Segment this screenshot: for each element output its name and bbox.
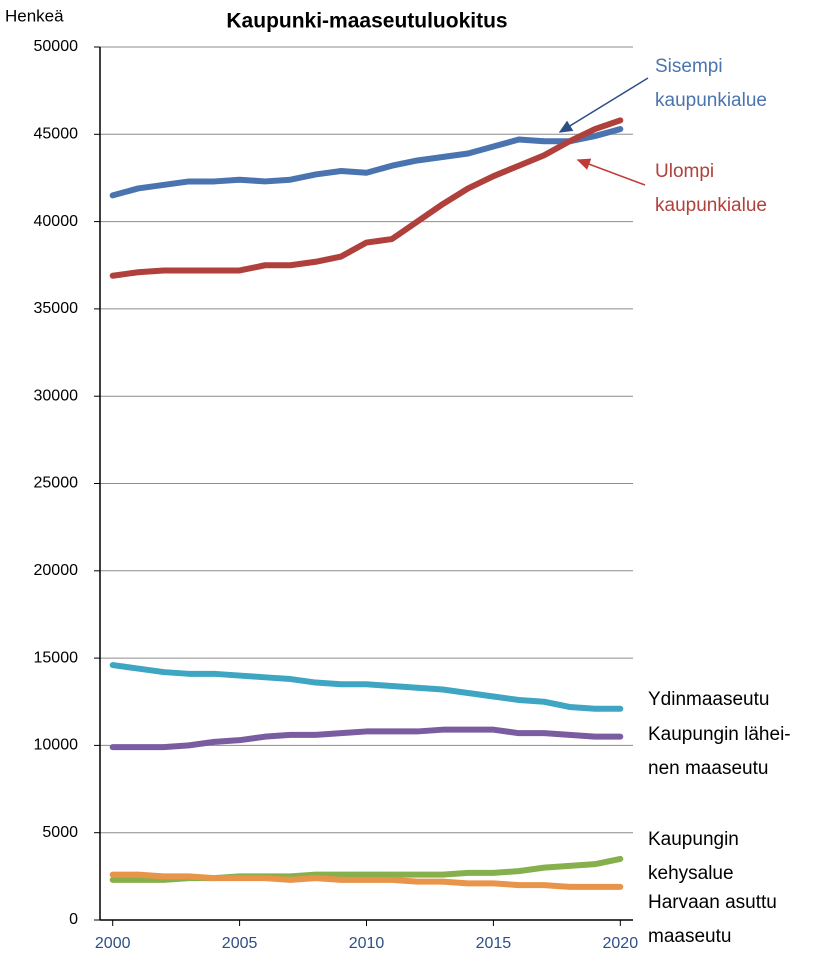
annotation-arrow <box>576 158 646 186</box>
y-tick-label: 50000 <box>34 38 79 55</box>
x-tick-label: 2010 <box>349 935 385 952</box>
series-label: Ulompi kaupunkialue <box>655 161 767 216</box>
chart-title: Kaupunki-maaseutuluokitus <box>226 10 507 33</box>
y-tick-label: 10000 <box>34 737 79 754</box>
x-tick-label: 2005 <box>222 935 258 952</box>
annotation-arrow <box>558 77 649 133</box>
y-tick-label: 30000 <box>34 387 79 404</box>
y-tick-label: 15000 <box>34 649 79 666</box>
x-tick-label: 2015 <box>476 935 512 952</box>
series-line <box>109 871 624 890</box>
series-label: Ydinmaaseutu <box>648 689 770 710</box>
grid <box>94 46 633 926</box>
series-label: Sisempi kaupunkialue <box>655 56 767 111</box>
y-tick-label: 20000 <box>34 562 79 579</box>
y-tick-label: 0 <box>69 911 78 928</box>
series-label: Harvaan asuttu maaseutu <box>648 892 777 947</box>
y-axis-label: Henkeä <box>5 6 64 25</box>
series-line <box>109 726 624 751</box>
y-tick-label: 40000 <box>34 213 79 230</box>
series-label: Kaupungin kehysalue <box>648 829 739 884</box>
y-tick-label: 35000 <box>34 300 79 317</box>
y-tick-label: 25000 <box>34 475 79 492</box>
y-tick-label: 45000 <box>34 126 79 143</box>
y-tick-label: 5000 <box>42 824 78 841</box>
lines <box>109 117 624 890</box>
x-tick-label: 2000 <box>95 935 131 952</box>
series-label: Kaupungin lähei- nen maaseutu <box>648 724 791 779</box>
series-line <box>109 662 624 712</box>
series-line <box>109 117 624 279</box>
series-line <box>109 126 624 199</box>
x-tick-label: 2020 <box>603 935 639 952</box>
